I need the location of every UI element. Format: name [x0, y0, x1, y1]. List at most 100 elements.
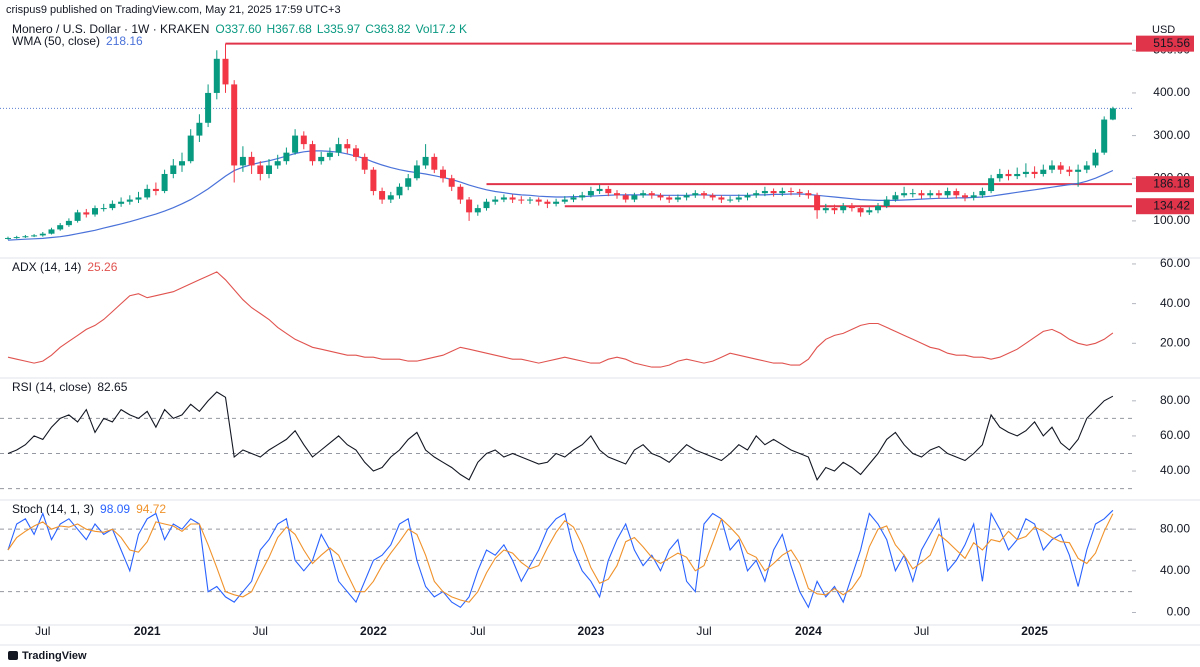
legend: RSI (14, close) 82.65 — [12, 380, 128, 394]
symbol: Monero / U.S. Dollar · 1W · KRAKEN — [12, 22, 209, 36]
candle-body — [579, 195, 586, 198]
x-tick-label: Jul — [253, 624, 268, 638]
candle-body — [179, 161, 185, 166]
candle-body — [909, 193, 916, 195]
indicator-value: 218.16 — [106, 34, 143, 48]
candle-body — [248, 156, 255, 166]
candle-body — [448, 178, 455, 187]
candle-body — [466, 199, 473, 213]
candle-body — [379, 191, 386, 200]
candle-body — [318, 156, 325, 162]
candle-body — [74, 212, 81, 221]
candle-body — [1066, 169, 1073, 172]
candle-body — [875, 205, 881, 211]
x-tick-label: Jul — [35, 624, 50, 638]
candle-body — [692, 193, 699, 196]
candle-body — [5, 237, 11, 239]
indicator-line — [7, 509, 1114, 609]
x-tick-label: 2025 — [1021, 624, 1048, 638]
candle-body — [674, 197, 681, 200]
candle-body — [483, 201, 490, 209]
candle-body — [718, 197, 725, 200]
ohlc: H367.68 — [266, 22, 312, 36]
indicator-value: 98.09 — [100, 502, 130, 516]
candle-body — [831, 208, 838, 211]
candle-body — [266, 165, 272, 174]
candle-body — [527, 199, 533, 201]
candle-body — [918, 193, 925, 196]
candle-body — [300, 135, 307, 145]
candle-body — [883, 199, 890, 206]
candle-body — [596, 188, 603, 192]
y-tick-label: 100.00 — [1153, 213, 1190, 227]
candle-body — [901, 193, 908, 196]
candle-body — [848, 205, 855, 209]
candle-body — [1049, 165, 1055, 170]
candle-body — [326, 152, 333, 157]
legend: WMA (50, close) 218.16 — [12, 34, 143, 48]
candle-body — [1057, 165, 1064, 170]
candle-body — [492, 199, 499, 202]
candle-body — [1040, 169, 1047, 174]
candle-body — [770, 191, 777, 194]
level-label: 186.18 — [1153, 176, 1190, 190]
ohlc: C363.82 — [365, 22, 411, 36]
candle-body — [822, 208, 829, 211]
y-tick-label: 60.00 — [1160, 428, 1190, 442]
candle-body — [1083, 165, 1090, 170]
candle-body — [701, 193, 707, 196]
candle-body — [1101, 119, 1108, 153]
candle-body — [805, 193, 812, 196]
candle-body — [422, 156, 429, 166]
candle-body — [344, 144, 351, 149]
indicator-line — [7, 271, 1114, 368]
candle-body — [109, 203, 116, 209]
candle-body — [796, 191, 803, 194]
level-label: 134.42 — [1153, 198, 1190, 212]
brand-name: TradingView — [22, 650, 87, 662]
y-tick-label: 40.00 — [1160, 296, 1190, 310]
candle-body — [788, 191, 794, 193]
indicator-name: RSI (14, close) — [12, 380, 91, 394]
y-tick-label: 0.00 — [1167, 605, 1191, 619]
candle-body — [953, 191, 960, 196]
legend: ADX (14, 14) 25.26 — [12, 260, 118, 274]
x-tick-label: 2021 — [134, 624, 161, 638]
candle-body — [440, 169, 446, 179]
candle-body — [753, 193, 760, 196]
publisher: crispus9 published on TradingView.com, M… — [6, 4, 341, 16]
candle-body — [118, 201, 125, 204]
level-label-box — [1136, 198, 1194, 215]
indicator-value: 94.72 — [136, 502, 166, 516]
candle-body — [944, 191, 951, 196]
candle-body — [587, 191, 594, 196]
candle-body — [779, 191, 786, 194]
candle-body — [205, 92, 212, 123]
legend: Monero / U.S. Dollar · 1W · KRAKEN O337.6… — [12, 22, 467, 36]
candle-body — [631, 195, 638, 200]
candle-body — [892, 195, 899, 200]
indicator-name: ADX (14, 14) — [12, 260, 81, 274]
candle-body — [970, 195, 977, 198]
candle-body — [1109, 108, 1116, 120]
candle-body — [213, 58, 220, 93]
level-label-box — [1136, 35, 1194, 52]
indicator-name: WMA (50, close) — [12, 34, 100, 48]
candle-body — [553, 201, 560, 204]
candle-body — [996, 173, 1003, 179]
candle-body — [605, 188, 612, 194]
y-tick-label: 300.00 — [1153, 128, 1190, 142]
brand: TradingView — [8, 650, 87, 662]
brand-logo — [8, 651, 18, 660]
candle-body — [387, 195, 394, 200]
candle-body — [1022, 171, 1029, 174]
candle-body — [622, 195, 629, 200]
separators — [0, 257, 1200, 646]
candle-body — [335, 144, 342, 153]
indicator-line — [7, 391, 1114, 481]
candle-body — [353, 148, 359, 157]
candle-body — [1031, 171, 1038, 174]
candle-body — [126, 199, 133, 202]
candle-body — [927, 193, 934, 196]
